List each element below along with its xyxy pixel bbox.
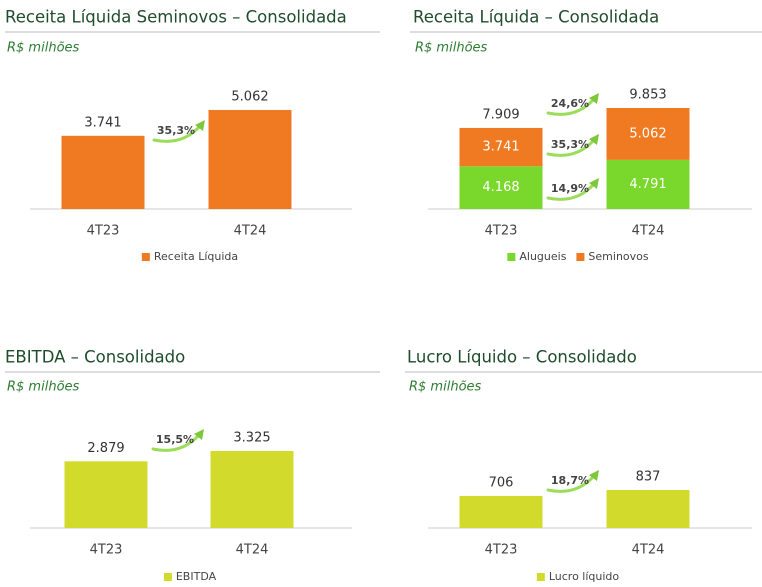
x-tick-label: 4T24 [236, 543, 269, 558]
legend-label: Lucro líquido [549, 570, 620, 583]
growth-swoosh [546, 182, 596, 201]
value-label: 4.791 [629, 177, 666, 192]
value-label: 4.168 [482, 180, 519, 195]
legend-label: EBITDA [176, 570, 217, 583]
total-label: 7.909 [482, 107, 519, 122]
value-label: 5.062 [231, 89, 268, 104]
growth-arrowhead [589, 470, 599, 481]
growth-arrowhead [194, 429, 204, 440]
growth-arrowhead [589, 93, 599, 104]
bar [459, 495, 543, 528]
x-tick-label: 4T23 [87, 224, 120, 239]
legend-label: Receita Líquida [154, 250, 238, 263]
growth-swoosh [546, 474, 596, 493]
x-tick-label: 4T23 [485, 543, 518, 558]
growth-arrowhead [195, 120, 205, 131]
chart-subtitle: R$ milhões [7, 380, 80, 395]
value-label: 3.325 [233, 430, 270, 445]
chart-title: Lucro Líquido – Consolidado [407, 348, 637, 367]
bar-segment [606, 108, 690, 160]
bar [64, 461, 148, 528]
chart-subtitle: R$ milhões [7, 41, 80, 56]
chart-title: EBITDA – Consolidado [5, 348, 185, 367]
value-label: 5.062 [629, 126, 666, 141]
value-label: 3.741 [84, 115, 121, 130]
chart-title: Receita Líquida – Consolidada [413, 8, 659, 27]
value-label: 837 [636, 470, 661, 485]
bar [61, 135, 145, 209]
legend-swatch [536, 573, 545, 581]
bar [208, 109, 292, 209]
value-label: 706 [489, 475, 514, 490]
growth-label: 15,5% [156, 433, 194, 446]
x-tick-label: 4T24 [632, 543, 665, 558]
legend-swatch [141, 253, 150, 261]
growth-label: 24,6% [551, 97, 589, 110]
chart-subtitle: R$ milhões [409, 380, 482, 395]
growth-label: 18,7% [551, 474, 589, 487]
legend-label: Seminovos [588, 250, 648, 263]
growth-arrowhead [589, 134, 599, 145]
value-label: 3.741 [482, 140, 519, 155]
bar-segment [459, 166, 543, 209]
growth-swoosh [151, 433, 201, 452]
x-tick-label: 4T23 [485, 224, 518, 239]
bar [606, 490, 690, 528]
x-tick-label: 4T23 [90, 543, 123, 558]
chart-subtitle: R$ milhões [415, 41, 488, 56]
growth-label: 14,9% [551, 182, 589, 195]
x-tick-label: 4T24 [632, 224, 665, 239]
legend-swatch [507, 253, 516, 261]
legend-swatch [576, 253, 585, 261]
growth-label: 35,3% [551, 138, 589, 151]
bar [210, 450, 294, 528]
bar-segment [459, 127, 543, 167]
growth-swoosh [546, 97, 596, 116]
growth-swoosh [152, 124, 202, 143]
legend-swatch [163, 573, 172, 581]
value-label: 2.879 [87, 441, 124, 456]
growth-arrowhead [589, 178, 599, 189]
chart-title: Receita Líquida Seminovos – Consolidada [5, 8, 347, 27]
total-label: 9.853 [629, 88, 666, 103]
growth-label: 35,3% [157, 124, 195, 137]
legend-label: Alugueis [519, 250, 566, 263]
bar-segment [606, 159, 690, 209]
x-tick-label: 4T24 [234, 224, 267, 239]
growth-swoosh [546, 138, 596, 157]
